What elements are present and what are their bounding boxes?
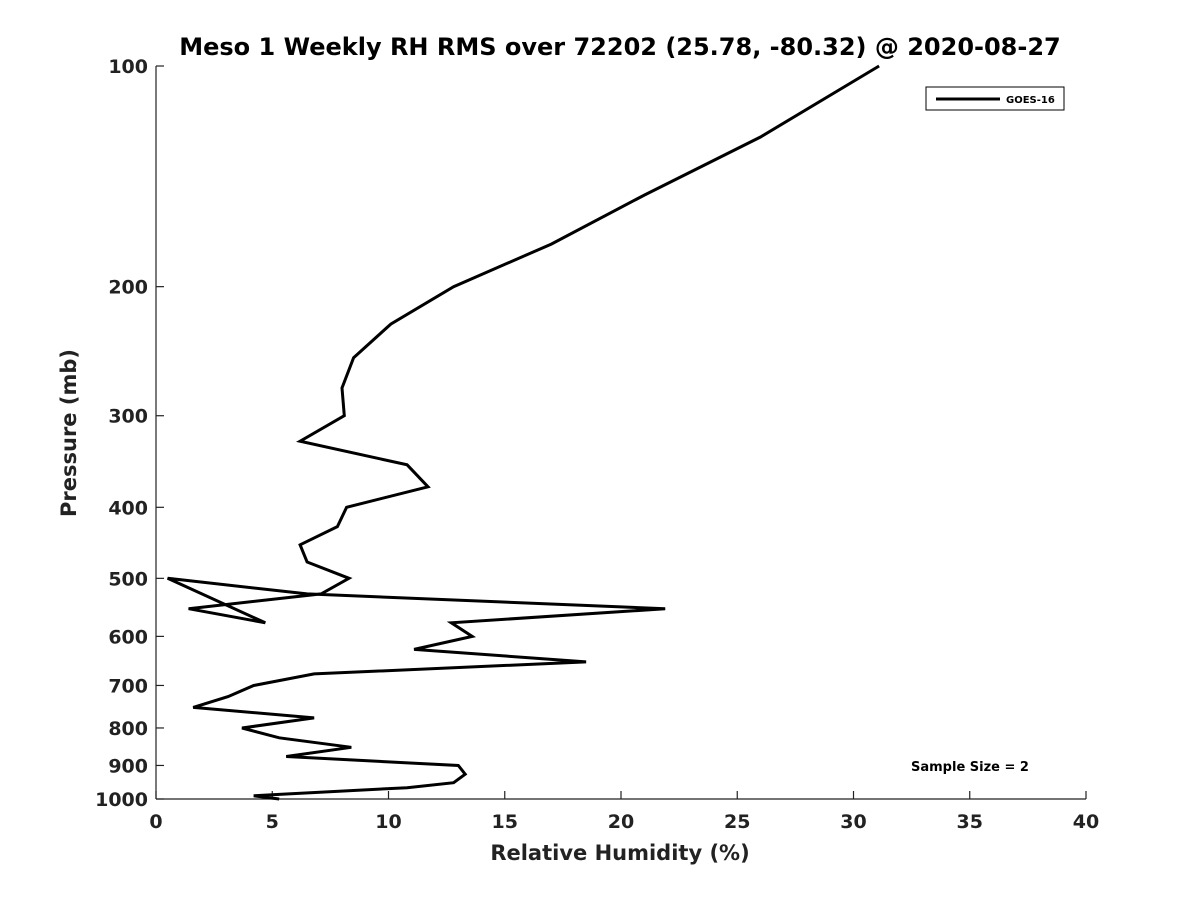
y-axis-ticks: 100 200 300 400 500 600 700 800 900 1000 xyxy=(95,56,164,811)
x-tick-label: 25 xyxy=(724,811,750,833)
series-layer xyxy=(166,64,880,801)
x-tick-label: 30 xyxy=(840,811,866,833)
x-axis-label: Relative Humidity (%) xyxy=(490,841,749,865)
chart-title: Meso 1 Weekly RH RMS over 72202 (25.78, … xyxy=(179,33,1061,61)
x-tick-label: 40 xyxy=(1073,811,1099,833)
x-tick-label: 15 xyxy=(492,811,518,833)
x-tick-label: 0 xyxy=(149,811,162,833)
x-tick-label: 20 xyxy=(608,811,634,833)
x-tick-label: 10 xyxy=(375,811,401,833)
y-tick-label: 200 xyxy=(108,277,148,299)
legend-label-goes-16: GOES-16 xyxy=(1006,95,1055,106)
y-tick-label: 600 xyxy=(108,626,148,648)
y-tick-label: 300 xyxy=(108,406,148,428)
y-tick-label: 700 xyxy=(108,675,148,697)
sample-size-annotation: Sample Size = 2 xyxy=(911,760,1029,775)
x-axis-ticks: 0 5 10 15 20 25 30 35 40 xyxy=(149,791,1099,833)
y-tick-label: 500 xyxy=(108,568,148,590)
y-tick-label: 800 xyxy=(108,718,148,740)
legend: GOES-16 xyxy=(925,86,1065,111)
y-tick-label: 100 xyxy=(108,56,148,78)
y-axis-label: Pressure (mb) xyxy=(57,349,81,517)
x-tick-label: 5 xyxy=(266,811,279,833)
x-tick-label: 35 xyxy=(957,811,983,833)
y-tick-label: 400 xyxy=(108,497,148,519)
y-tick-label: 900 xyxy=(108,755,148,777)
series-line-goes-16 xyxy=(166,64,880,801)
y-tick-label: 1000 xyxy=(95,789,148,811)
